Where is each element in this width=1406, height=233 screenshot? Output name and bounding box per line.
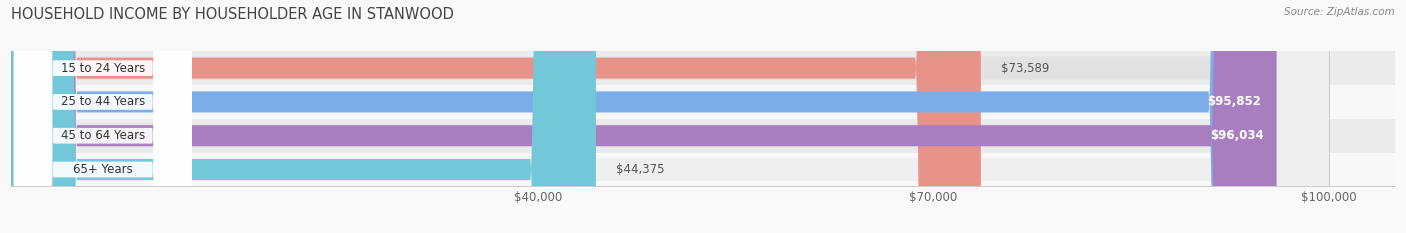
Text: 15 to 24 Years: 15 to 24 Years	[60, 62, 145, 75]
Bar	[11, 153, 1395, 186]
FancyBboxPatch shape	[11, 0, 1329, 233]
FancyBboxPatch shape	[14, 0, 191, 233]
Text: 45 to 64 Years: 45 to 64 Years	[60, 129, 145, 142]
FancyBboxPatch shape	[11, 0, 1277, 233]
FancyBboxPatch shape	[14, 0, 191, 233]
FancyBboxPatch shape	[14, 0, 191, 233]
FancyBboxPatch shape	[11, 0, 1329, 233]
Text: $73,589: $73,589	[1001, 62, 1049, 75]
Text: HOUSEHOLD INCOME BY HOUSEHOLDER AGE IN STANWOOD: HOUSEHOLD INCOME BY HOUSEHOLDER AGE IN S…	[11, 7, 454, 22]
FancyBboxPatch shape	[11, 0, 1329, 233]
Text: Source: ZipAtlas.com: Source: ZipAtlas.com	[1284, 7, 1395, 17]
Bar	[11, 119, 1395, 153]
Text: 65+ Years: 65+ Years	[73, 163, 132, 176]
Bar	[11, 51, 1395, 85]
FancyBboxPatch shape	[14, 0, 191, 233]
FancyBboxPatch shape	[11, 0, 1274, 233]
FancyBboxPatch shape	[11, 0, 596, 233]
Bar	[11, 85, 1395, 119]
Text: $44,375: $44,375	[616, 163, 664, 176]
FancyBboxPatch shape	[11, 0, 1329, 233]
Text: 25 to 44 Years: 25 to 44 Years	[60, 96, 145, 108]
FancyBboxPatch shape	[11, 0, 981, 233]
Text: $95,852: $95,852	[1208, 96, 1261, 108]
Text: $96,034: $96,034	[1209, 129, 1264, 142]
